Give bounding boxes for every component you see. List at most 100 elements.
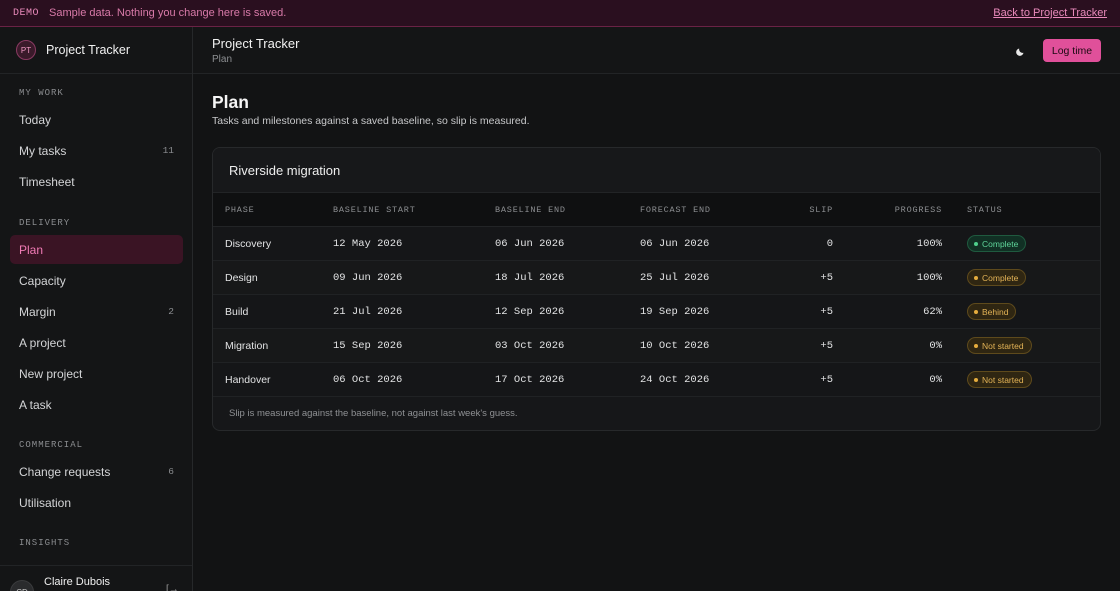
status-dot-icon <box>974 343 978 348</box>
card-footnote: Slip is measured against the baseline, n… <box>229 408 518 419</box>
status-dot-icon <box>974 241 978 246</box>
baseline-start-cell: 12 May 2026 <box>333 238 403 250</box>
baseline-start-cell: 06 Oct 2026 <box>333 374 403 386</box>
sidebar-item-my-tasks[interactable]: My tasks 11 <box>10 136 183 165</box>
baseline-end-cell: 18 Jul 2026 <box>495 272 565 284</box>
forecast-end-cell: 25 Jul 2026 <box>640 272 710 284</box>
baseline-end-cell: 03 Oct 2026 <box>495 340 565 352</box>
baseline-start-cell: 09 Jun 2026 <box>333 272 403 284</box>
card-title: Riverside migration <box>213 148 1100 193</box>
table-row[interactable]: Discovery 12 May 2026 06 Jun 2026 06 Jun… <box>213 227 1100 261</box>
status-badge: Complete <box>967 235 1027 252</box>
sidebar: PT Project Tracker MY WORK Today My task… <box>0 27 193 591</box>
back-to-tracker-link[interactable]: Back to Project Tracker <box>993 7 1107 19</box>
progress-cell: 0% <box>929 340 942 352</box>
progress-cell: 0% <box>929 374 942 386</box>
phase-cell: Migration <box>225 340 269 352</box>
status-label: Complete <box>982 272 1019 283</box>
demo-banner: DEMO Sample data. Nothing you change her… <box>0 0 1120 27</box>
forecast-end-cell: 10 Oct 2026 <box>640 340 710 352</box>
baseline-end-cell: 17 Oct 2026 <box>495 374 565 386</box>
sidebar-item-count: 2 <box>168 306 174 317</box>
status-badge: Behind <box>967 303 1017 320</box>
brand-logo: PT <box>16 40 36 60</box>
header-title: Project Tracker <box>212 36 300 51</box>
page-title: Plan <box>212 92 249 112</box>
sidebar-item-label: Margin <box>19 304 56 319</box>
section-commercial: COMMERCIAL <box>19 440 84 450</box>
forecast-end-cell: 06 Jun 2026 <box>640 238 710 250</box>
col-progress: PROGRESS <box>894 205 942 215</box>
sidebar-item-today[interactable]: Today <box>10 105 183 134</box>
status-badge: Complete <box>967 269 1027 286</box>
sidebar-item-label: Today <box>19 112 52 127</box>
status-badge: Not started <box>967 371 1032 388</box>
table-body: Discovery 12 May 2026 06 Jun 2026 06 Jun… <box>213 227 1100 397</box>
phase-cell: Handover <box>225 374 271 386</box>
status-dot-icon <box>974 309 978 314</box>
logout-icon[interactable]: [→ <box>166 584 179 591</box>
header-breadcrumb: Plan <box>212 54 233 65</box>
sidebar-item-a-task[interactable]: A task <box>10 390 183 419</box>
slip-cell: +5 <box>820 272 833 284</box>
col-phase: PHASE <box>225 205 255 215</box>
baseline-start-cell: 15 Sep 2026 <box>333 340 403 352</box>
col-baseline-end: BASELINE END <box>495 205 566 215</box>
sidebar-item-label: A project <box>19 335 66 350</box>
sidebar-item-label: My tasks <box>19 143 67 158</box>
sidebar-item-label: Capacity <box>19 273 66 288</box>
slip-cell: +5 <box>820 340 833 352</box>
log-time-button[interactable]: Log time <box>1043 39 1101 62</box>
sidebar-item-new-project[interactable]: New project <box>10 359 183 388</box>
user-name: Claire Dubois <box>44 576 111 588</box>
status-label: Not started <box>982 374 1024 385</box>
status-label: Behind <box>982 306 1009 317</box>
plan-card: Riverside migration PHASE BASELINE START… <box>212 147 1101 431</box>
sidebar-item-change-requests[interactable]: Change requests 6 <box>10 457 183 486</box>
progress-cell: 100% <box>916 272 942 284</box>
sidebar-item-label: A task <box>19 397 52 412</box>
user-profile[interactable]: CD Claire Dubois [→ <box>0 565 192 591</box>
forecast-end-cell: 19 Sep 2026 <box>640 306 710 318</box>
status-badge: Not started <box>967 337 1032 354</box>
table-row[interactable]: Design 09 Jun 2026 18 Jul 2026 25 Jul 20… <box>213 261 1100 295</box>
table-row[interactable]: Handover 06 Oct 2026 17 Oct 2026 24 Oct … <box>213 363 1100 397</box>
sidebar-item-a-project[interactable]: A project <box>10 328 183 357</box>
sidebar-item-label: Utilisation <box>19 495 72 510</box>
baseline-end-cell: 06 Jun 2026 <box>495 238 565 250</box>
progress-cell: 62% <box>923 306 942 318</box>
sidebar-item-margin[interactable]: Margin 2 <box>10 297 183 326</box>
table-header: PHASE BASELINE START BASELINE END FORECA… <box>213 193 1100 227</box>
brand-name: Project Tracker <box>46 43 131 57</box>
section-insights: INSIGHTS <box>19 538 71 548</box>
slip-cell: 0 <box>826 238 833 250</box>
col-baseline-start: BASELINE START <box>333 205 416 215</box>
phase-cell: Design <box>225 272 258 284</box>
slip-cell: +5 <box>820 306 833 318</box>
phase-cell: Build <box>225 306 249 318</box>
sidebar-item-label: New project <box>19 366 83 381</box>
brand[interactable]: PT Project Tracker <box>0 27 192 74</box>
forecast-end-cell: 24 Oct 2026 <box>640 374 710 386</box>
sidebar-item-utilisation[interactable]: Utilisation <box>10 488 183 517</box>
avatar: CD <box>10 580 34 591</box>
table-row[interactable]: Build 21 Jul 2026 12 Sep 2026 19 Sep 202… <box>213 295 1100 329</box>
top-header: Project Tracker Plan Log time <box>193 27 1120 74</box>
table-row[interactable]: Migration 15 Sep 2026 03 Oct 2026 10 Oct… <box>213 329 1100 363</box>
slip-cell: +5 <box>820 374 833 386</box>
col-forecast-end: FORECAST END <box>640 205 711 215</box>
sidebar-item-label: Timesheet <box>19 174 75 189</box>
sidebar-item-capacity[interactable]: Capacity <box>10 266 183 295</box>
sidebar-item-count: 11 <box>162 145 174 156</box>
status-dot-icon <box>974 275 978 280</box>
theme-toggle-button[interactable] <box>1011 41 1031 61</box>
baseline-end-cell: 12 Sep 2026 <box>495 306 565 318</box>
sidebar-item-count: 6 <box>168 466 174 477</box>
status-dot-icon <box>974 377 978 382</box>
moon-icon <box>1016 48 1024 56</box>
demo-tag: DEMO <box>13 7 40 19</box>
sidebar-item-plan[interactable]: Plan <box>10 235 183 264</box>
col-status: STATUS <box>967 205 1003 215</box>
sidebar-item-label: Change requests <box>19 464 111 479</box>
sidebar-item-timesheet[interactable]: Timesheet <box>10 167 183 196</box>
